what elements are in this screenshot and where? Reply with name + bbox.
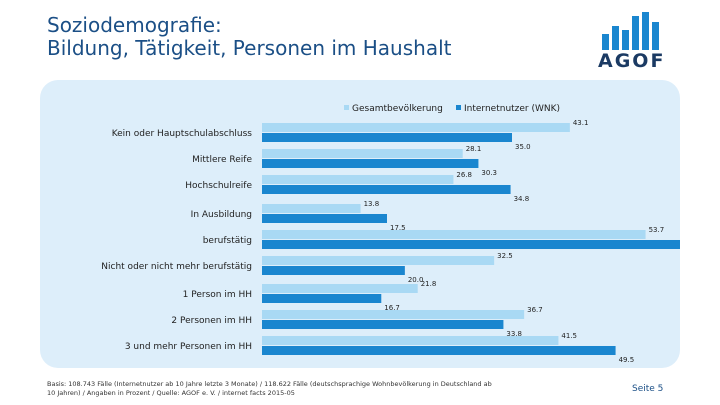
bar-internetnutzer <box>262 266 405 275</box>
bar-gesamtbevoelkerung <box>262 230 646 239</box>
data-label: 13.8 <box>364 200 380 208</box>
data-label: 32.5 <box>497 252 513 260</box>
page-title: Soziodemografie: Bildung, Tätigkeit, Per… <box>47 14 451 60</box>
bar-internetnutzer <box>262 294 382 303</box>
bar-gesamtbevoelkerung <box>262 336 559 345</box>
data-label: 30.3 <box>481 169 497 177</box>
data-label: 17.5 <box>390 224 406 232</box>
category-label: berufstätig <box>203 236 252 246</box>
bar-internetnutzer <box>262 214 387 223</box>
bar-gesamtbevoelkerung <box>262 284 418 293</box>
legend-swatch-internet <box>456 105 461 110</box>
data-label: 35.0 <box>515 143 531 151</box>
bars: Kein oder Hauptschulabschluss 43.1 35.0 Mit… <box>101 119 680 364</box>
footnote: Basis: 108.743 Fälle (Internetnutzer ab … <box>47 380 567 398</box>
data-label: 41.5 <box>561 332 577 340</box>
data-label: 26.8 <box>456 171 472 179</box>
category-label: Kein oder Hauptschulabschluss <box>112 129 253 139</box>
bar-internetnutzer <box>262 346 616 355</box>
data-label: 53.7 <box>649 226 665 234</box>
bar-internetnutzer <box>262 320 504 329</box>
bar-gesamtbevoelkerung <box>262 123 570 132</box>
category-label: Mittlere Reife <box>192 155 252 165</box>
bar-internetnutzer <box>262 159 479 168</box>
legend-swatch-gesamt <box>344 105 349 110</box>
category-label: In Ausbildung <box>191 210 252 220</box>
bar-gesamtbevoelkerung <box>262 204 361 213</box>
data-label: 34.8 <box>514 195 530 203</box>
data-label: 28.1 <box>466 145 482 153</box>
title-line-2: Bildung, Tätigkeit, Personen im Haushalt <box>47 36 452 60</box>
legend: Gesamtbevölkerung Internetnutzer (WNK) <box>344 104 560 114</box>
data-label: 33.8 <box>506 330 522 338</box>
bar-gesamtbevoelkerung <box>262 256 495 265</box>
category-label: Hochschulreife <box>185 181 252 191</box>
legend-label-gesamt: Gesamtbevölkerung <box>352 104 443 114</box>
category-label: 3 und mehr Personen im HH <box>125 342 252 352</box>
legend-label-internet: Internetnutzer (WNK) <box>464 104 560 114</box>
bar-gesamtbevoelkerung <box>262 175 454 184</box>
bar-gesamtbevoelkerung <box>262 149 463 158</box>
bar-internetnutzer <box>262 240 680 249</box>
bar-internetnutzer <box>262 185 511 194</box>
page-number: Seite 5 <box>632 384 664 394</box>
bar-chart: Gesamtbevölkerung Internetnutzer (WNK) K… <box>101 104 680 364</box>
category-label: Nicht oder nicht mehr berufstätig <box>101 262 252 272</box>
category-label: 1 Person im HH <box>183 290 252 300</box>
category-label: 2 Personen im HH <box>171 316 252 326</box>
data-label: 20.0 <box>408 276 424 284</box>
footnote-line-2: 10 Jahren) / Angaben in Prozent / Quelle… <box>47 389 295 397</box>
title-line-1: Soziodemografie: <box>47 13 222 37</box>
data-label: 21.8 <box>421 280 437 288</box>
footnote-line-1: Basis: 108.743 Fälle (Internetnutzer ab … <box>47 380 492 388</box>
agof-bar-logo-icon <box>602 12 659 50</box>
data-label: 49.5 <box>619 356 635 364</box>
bar-gesamtbevoelkerung <box>262 310 525 319</box>
agof-logo-text: AGOF <box>598 50 666 72</box>
data-label: 36.7 <box>527 306 543 314</box>
data-label: 43.1 <box>573 119 589 127</box>
data-label: 16.7 <box>384 304 400 312</box>
bar-internetnutzer <box>262 133 512 142</box>
